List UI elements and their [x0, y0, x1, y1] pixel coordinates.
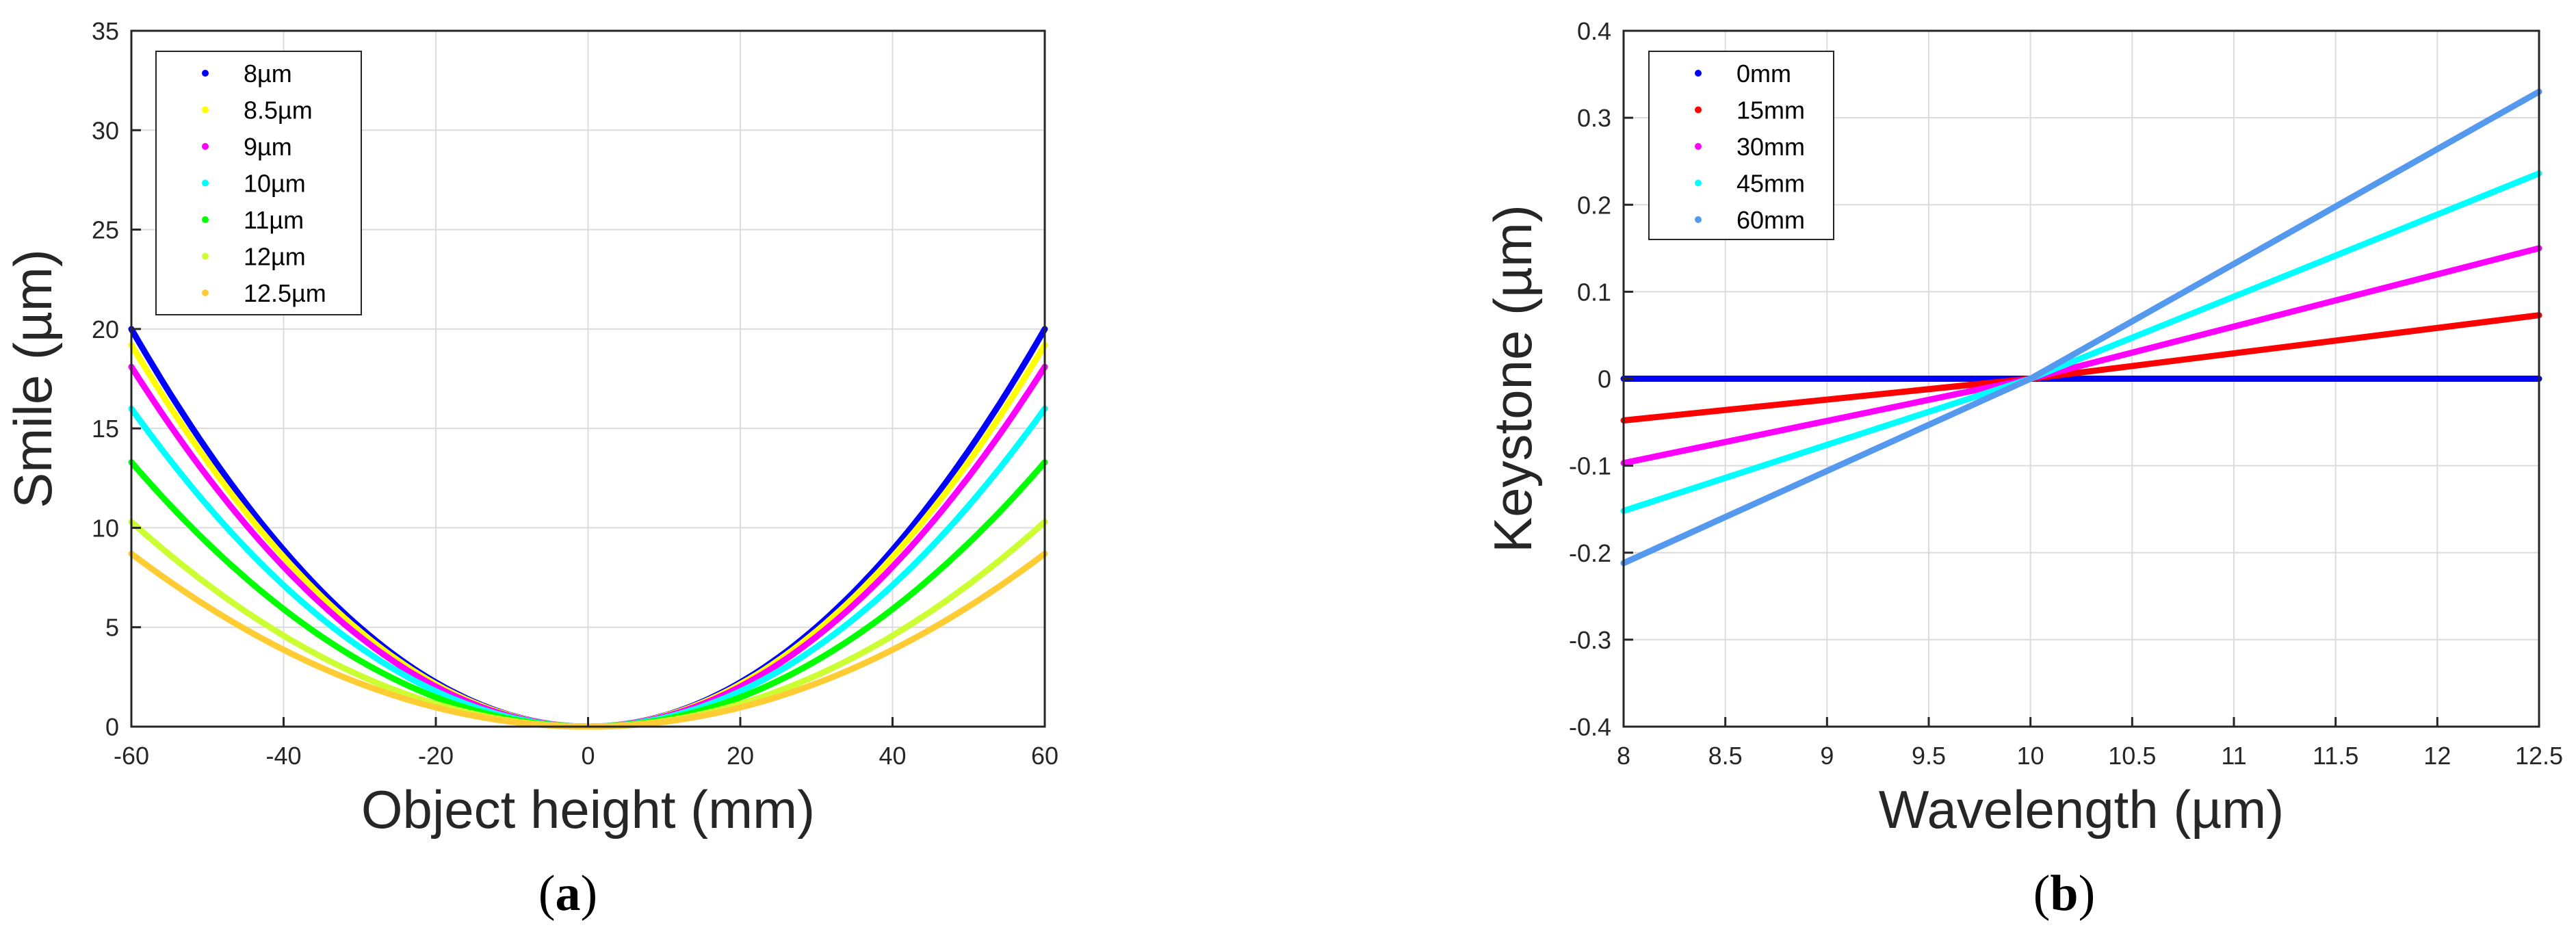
panel-b-y-tick-label: -0.3	[1569, 626, 1611, 654]
panel-b-legend-marker	[1695, 179, 1702, 187]
panel-b: 8 8.5 9 9.5 10 10.5 11 11.5 12 12.5 -0.4 -0.3 -0.2 -0…	[1483, 17, 2563, 922]
panel-a-legend-marker	[202, 70, 209, 77]
panel-b-y-tick-label: 0.2	[1577, 191, 1611, 219]
panel-a-caption: (a)	[538, 866, 597, 922]
panel-b-y-tick-label: 0.4	[1577, 17, 1611, 45]
panel-b-caption: (b)	[2033, 866, 2095, 922]
panel-b-caption-close: )	[2079, 866, 2096, 922]
panel-a-legend-label: 12µm	[244, 243, 306, 271]
panel-a-y-axis-label: Smile (µm)	[3, 249, 63, 508]
panel-a-y-tick-label: 10	[92, 514, 119, 542]
panel-a-legend: 8µm 8.5µm 9µm 10µm 11µm 12µm 12.5µm	[155, 51, 362, 315]
panel-a-y-tick-label: 0	[105, 713, 119, 741]
panel-b-x-axis-label: Wavelength (µm)	[1879, 779, 2285, 840]
panel-a-x-tick-label: 20	[727, 742, 754, 770]
panel-b-x-tick-label: 11.5	[2313, 742, 2358, 770]
panel-a-y-tick-label: 35	[92, 17, 119, 45]
panel-b-legend-marker	[1695, 143, 1702, 150]
panel-a-legend-marker	[202, 252, 209, 260]
panel-a-x-tick-label: -40	[265, 742, 301, 770]
panel-a-legend-marker	[202, 143, 209, 150]
panel-a-x-tick-label: -60	[114, 742, 149, 770]
panel-a-legend-label: 9µm	[244, 133, 292, 161]
panel-b-y-tick-label: -0.2	[1569, 539, 1611, 567]
panel-b-y-tick-label: 0	[1598, 365, 1611, 393]
panel-b-legend-label: 45mm	[1736, 170, 1805, 198]
panel-b-legend-marker	[1695, 70, 1702, 77]
panel-b-legend-marker	[1695, 216, 1702, 223]
panel-a-y-tick-label: 30	[92, 116, 119, 144]
panel-a-x-tick-label: 0	[581, 742, 595, 770]
panel-a-caption-close: )	[581, 866, 598, 922]
panel-a-legend-label: 12.5µm	[244, 279, 326, 307]
panel-b-caption-open: (	[2033, 866, 2051, 922]
panel-a-caption-letter: a	[556, 866, 581, 922]
panel-b-x-tick-label: 12	[2423, 742, 2451, 770]
panel-b-caption-letter: b	[2050, 866, 2078, 922]
panel-b-series	[1620, 88, 2542, 567]
panel-a-legend-label: 8.5µm	[244, 96, 313, 125]
panel-a-x-tick-label: -20	[418, 742, 454, 770]
panel-b-legend-label: 0mm	[1736, 60, 1791, 88]
panel-a-legend-label: 8µm	[244, 60, 292, 88]
panel-b-series-line-60mm	[1620, 88, 2542, 567]
panel-b-legend-marker	[1695, 106, 1702, 114]
panel-a-x-tick-label: 40	[879, 742, 906, 770]
panel-b-y-axis-label: Keystone (µm)	[1483, 205, 1543, 553]
panel-b-legend: 0mm 15mm 30mm 45mm 60mm	[1648, 51, 1834, 240]
panel-b-y-tick-label: 0.3	[1577, 104, 1611, 132]
panel-a-y-tick-label: 25	[92, 216, 119, 244]
panel-b-x-tick-label: 9.5	[1912, 742, 1946, 770]
panel-a-legend-marker	[202, 179, 209, 187]
panel-b-y-tick-label: 0.1	[1577, 278, 1611, 306]
panel-a-grid	[131, 30, 1045, 727]
panel-a-legend-marker	[202, 216, 209, 223]
panel-a-ticks: -60 -40 -20 0 20 40 60 0 5 10 15 20 25 30 35	[92, 17, 1058, 770]
panel-a-legend-label: 11µm	[244, 206, 304, 234]
panel-b-x-tick-label: 10.5	[2108, 742, 2156, 770]
panel-a-x-tick-label: 60	[1031, 742, 1058, 770]
panel-b-x-tick-label: 8	[1617, 742, 1630, 770]
panel-a-legend-label: 10µm	[244, 170, 306, 198]
panel-a: -60 -40 -20 0 20 40 60 0 5 10 15 20 25 30 35 Object he…	[3, 17, 1058, 922]
panel-b-y-tick-label: -0.4	[1569, 713, 1611, 741]
panel-a-legend-marker	[202, 289, 209, 296]
panel-a-y-tick-label: 15	[92, 415, 119, 443]
panel-a-caption-open: (	[538, 866, 556, 922]
panel-b-legend-label: 15mm	[1736, 96, 1805, 125]
panel-b-legend-label: 60mm	[1736, 206, 1805, 234]
panel-a-legend-marker	[202, 106, 209, 114]
panel-b-x-tick-label: 10	[2017, 742, 2044, 770]
panel-b-x-tick-label: 9	[1820, 742, 1834, 770]
panel-b-x-tick-label: 12.5	[2515, 742, 2563, 770]
panel-b-ticks: 8 8.5 9 9.5 10 10.5 11 11.5 12 12.5 -0.4 -0.3 -0.2 -0…	[1569, 17, 2563, 770]
panel-b-x-tick-label: 8.5	[1708, 742, 1743, 770]
panel-b-legend-label: 30mm	[1736, 133, 1805, 161]
panel-a-y-tick-label: 20	[92, 315, 119, 343]
panel-a-legend-box	[155, 51, 362, 315]
panel-b-legend-box	[1648, 51, 1834, 240]
panel-b-x-tick-label: 11	[2221, 742, 2246, 770]
panel-a-y-tick-label: 5	[105, 614, 119, 642]
panel-a-x-axis-label: Object height (mm)	[361, 779, 815, 840]
panel-b-y-tick-label: -0.1	[1569, 452, 1611, 480]
